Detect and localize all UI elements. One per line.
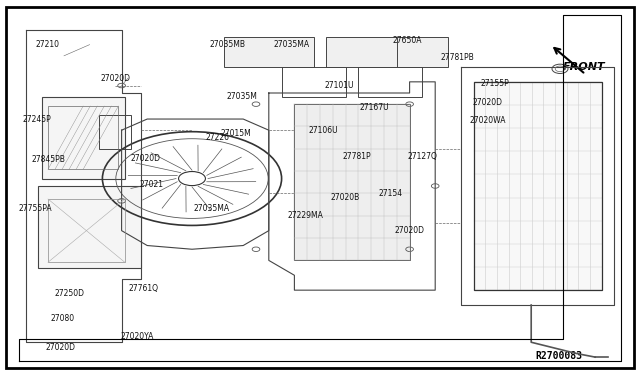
Bar xyxy=(99,115,131,149)
Text: 27650A: 27650A xyxy=(393,36,422,45)
Text: 27781P: 27781P xyxy=(343,152,371,161)
Text: 27167U: 27167U xyxy=(360,103,389,112)
Bar xyxy=(38,186,141,268)
Text: 27250D: 27250D xyxy=(54,289,84,298)
Bar xyxy=(48,106,118,169)
Text: 27761Q: 27761Q xyxy=(129,284,158,293)
Bar xyxy=(358,67,422,97)
Bar xyxy=(474,82,602,290)
Text: 27020YA: 27020YA xyxy=(121,332,154,341)
Text: 27245P: 27245P xyxy=(22,115,51,124)
Text: SEE THE PAGE OF BEFORE: SEE THE PAGE OF BEFORE xyxy=(308,245,408,254)
Bar xyxy=(474,82,602,290)
Text: 27020B: 27020B xyxy=(331,193,360,202)
Text: 27035MB: 27035MB xyxy=(209,40,245,49)
Text: FRONT: FRONT xyxy=(563,62,606,72)
Bar xyxy=(42,97,125,179)
Text: 27127Q: 27127Q xyxy=(408,152,437,161)
Text: 27154: 27154 xyxy=(378,189,403,198)
Bar xyxy=(294,104,410,260)
Text: 27020WA: 27020WA xyxy=(469,116,506,125)
Bar xyxy=(397,37,448,67)
Text: 27020D: 27020D xyxy=(100,74,130,83)
Text: 27755PA: 27755PA xyxy=(19,204,52,213)
Text: 27021: 27021 xyxy=(140,180,164,189)
Text: 27080: 27080 xyxy=(51,314,75,323)
Text: 27210: 27210 xyxy=(36,40,60,49)
Text: 27781PB: 27781PB xyxy=(441,53,474,62)
Text: 27020D: 27020D xyxy=(395,226,424,235)
Text: 27845PB: 27845PB xyxy=(31,155,65,164)
Text: 27155P: 27155P xyxy=(481,79,509,88)
Bar xyxy=(326,37,416,67)
Text: 27101U: 27101U xyxy=(324,81,354,90)
Text: 27035MA: 27035MA xyxy=(193,204,229,213)
Text: 27020D: 27020D xyxy=(473,98,502,107)
Text: 27020D: 27020D xyxy=(46,343,76,352)
Text: 27226: 27226 xyxy=(205,133,230,142)
Text: 27020D: 27020D xyxy=(131,154,161,163)
Bar xyxy=(282,67,346,97)
Bar xyxy=(224,37,314,67)
Text: 27015M: 27015M xyxy=(220,129,251,138)
Text: 27035MA: 27035MA xyxy=(273,40,309,49)
Bar xyxy=(48,199,125,262)
Text: 27106U: 27106U xyxy=(308,126,338,135)
Text: 27035M: 27035M xyxy=(227,92,257,101)
Text: 27229MA: 27229MA xyxy=(288,211,324,220)
Text: R2700083: R2700083 xyxy=(536,351,582,361)
